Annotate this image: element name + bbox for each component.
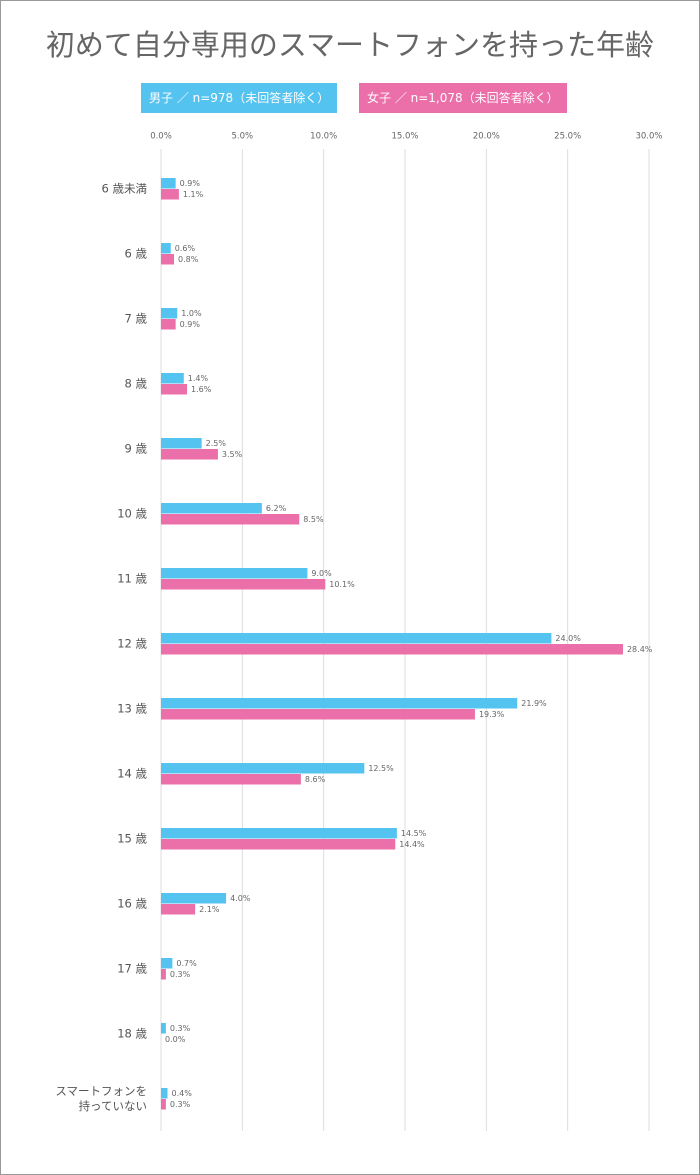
value-label: 0.6% xyxy=(175,244,196,253)
bar xyxy=(161,568,308,579)
bar xyxy=(161,1099,166,1110)
value-label: 1.6% xyxy=(191,385,212,394)
legend-item: 男子 ／ n=978（未回答者除く） xyxy=(141,83,338,113)
bar xyxy=(161,243,171,254)
x-tick-label: 25.0% xyxy=(554,132,581,142)
bar xyxy=(161,503,262,514)
value-label: 4.0% xyxy=(230,894,251,903)
value-label: 0.9% xyxy=(180,179,201,188)
value-label: 0.4% xyxy=(172,1089,193,1098)
y-tick-label: 7 歳 xyxy=(124,311,147,326)
y-tick-label: 17 歳 xyxy=(117,961,147,976)
x-tick-label: 0.0% xyxy=(150,132,172,142)
y-tick-label: 18 歳 xyxy=(117,1026,147,1041)
y-tick-label: 6 歳 xyxy=(124,246,147,261)
bar xyxy=(161,709,475,720)
value-label: 10.1% xyxy=(329,580,355,589)
bar xyxy=(161,189,179,200)
value-label: 24.0% xyxy=(555,634,581,643)
x-tick-label: 20.0% xyxy=(473,132,500,142)
bar xyxy=(161,449,218,460)
bar xyxy=(161,1088,168,1099)
bar xyxy=(161,514,300,525)
bar xyxy=(161,178,176,189)
bar xyxy=(161,438,202,449)
value-label: 6.2% xyxy=(266,504,287,513)
value-label: 0.3% xyxy=(170,1100,191,1109)
x-tick-label: 15.0% xyxy=(391,132,418,142)
bar xyxy=(161,839,396,850)
chart-title: 初めて自分専用のスマートフォンを持った年齢 xyxy=(46,28,654,62)
bar xyxy=(161,698,518,709)
bar xyxy=(161,828,397,839)
bar xyxy=(161,644,623,655)
value-label: 19.3% xyxy=(479,710,505,719)
value-label: 1.0% xyxy=(181,309,202,318)
bar xyxy=(161,969,166,980)
bar xyxy=(161,958,173,969)
value-label: 8.5% xyxy=(303,515,324,524)
y-tick-label: 13 歳 xyxy=(117,701,147,716)
y-tick-label: 15 歳 xyxy=(117,831,147,846)
value-label: 14.5% xyxy=(401,829,427,838)
y-tick-label: 9 歳 xyxy=(124,441,147,456)
value-label: 0.9% xyxy=(180,320,201,329)
legend-item: 女子 ／ n=1,078（未回答者除く） xyxy=(359,83,567,113)
y-tick-label: 12 歳 xyxy=(117,636,147,651)
bar xyxy=(161,373,184,384)
value-label: 2.5% xyxy=(206,439,227,448)
value-label: 0.8% xyxy=(178,255,199,264)
bar xyxy=(161,308,178,319)
bar xyxy=(161,319,176,330)
value-label: 0.3% xyxy=(170,970,191,979)
x-tick-label: 10.0% xyxy=(310,132,337,142)
y-tick-label: 10 歳 xyxy=(117,506,147,521)
value-label: 2.1% xyxy=(199,905,220,914)
bar xyxy=(161,384,188,395)
bar xyxy=(161,1023,166,1034)
value-label: 3.5% xyxy=(222,450,243,459)
value-label: 0.7% xyxy=(176,959,197,968)
y-tick-label: 14 歳 xyxy=(117,766,147,781)
y-tick-label: 11 歳 xyxy=(117,571,147,586)
value-label: 0.3% xyxy=(170,1024,191,1033)
value-label: 9.0% xyxy=(311,569,332,578)
bar xyxy=(161,254,175,265)
bar xyxy=(161,763,365,774)
bar xyxy=(161,904,196,915)
value-label: 14.4% xyxy=(399,840,425,849)
y-tick-label: 8 歳 xyxy=(124,376,147,391)
bar xyxy=(161,633,552,644)
bar xyxy=(161,579,326,590)
x-tick-label: 30.0% xyxy=(635,132,662,142)
value-label: 8.6% xyxy=(305,775,326,784)
value-label: 0.0% xyxy=(165,1035,186,1044)
value-label: 12.5% xyxy=(368,764,394,773)
value-label: 28.4% xyxy=(627,645,653,654)
bar xyxy=(161,774,301,785)
value-label: 1.1% xyxy=(183,190,204,199)
value-label: 1.4% xyxy=(188,374,209,383)
y-tick-label: 16 歳 xyxy=(117,896,147,911)
bar xyxy=(161,893,227,904)
y-tick-label: 6 歳未満 xyxy=(101,181,147,196)
x-tick-label: 5.0% xyxy=(232,132,254,142)
y-tick-label: スマートフォンを 持っていない xyxy=(55,1084,147,1113)
value-label: 21.9% xyxy=(521,699,547,708)
